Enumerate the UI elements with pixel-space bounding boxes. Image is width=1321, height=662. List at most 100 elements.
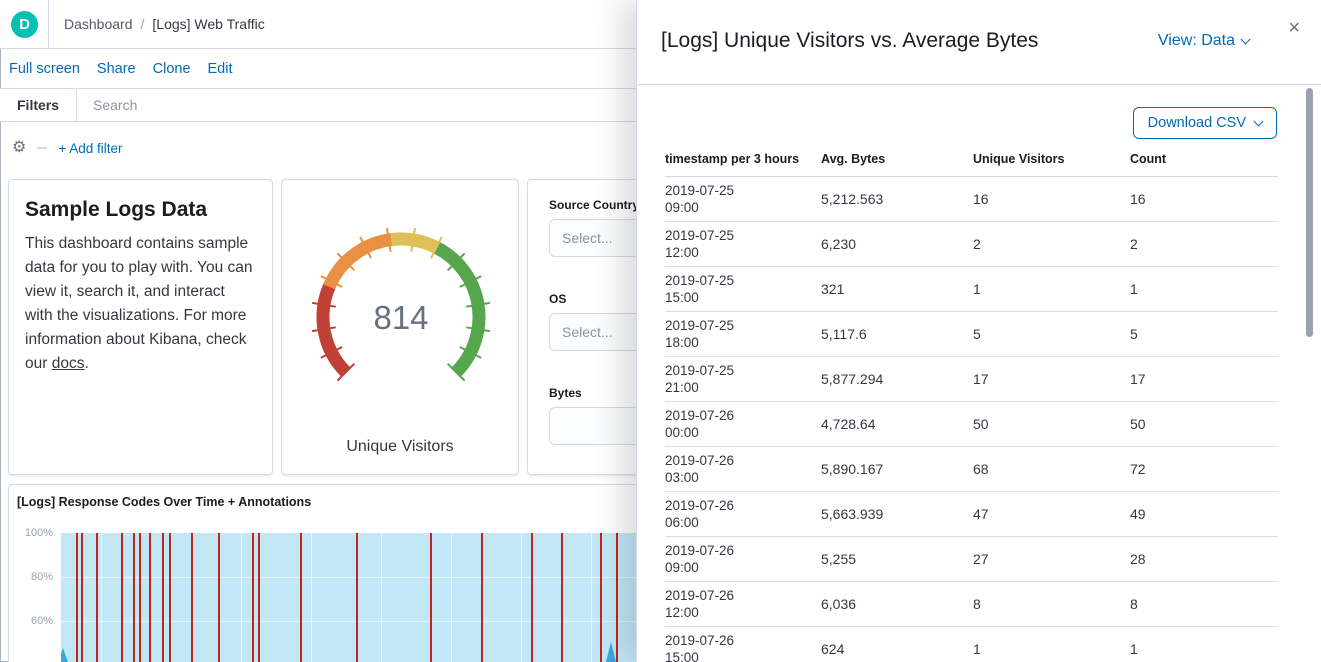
gridline bbox=[381, 533, 382, 662]
unique-visitors-cell: 17 bbox=[973, 356, 1130, 402]
breadcrumb-separator: / bbox=[140, 16, 145, 32]
count-cell: 28 bbox=[1130, 536, 1278, 582]
response-codes-title: [Logs] Response Codes Over Time + Annota… bbox=[17, 495, 312, 509]
timestamp-cell: 2019-07-26 09:00 bbox=[665, 536, 821, 582]
table-row: 2019-07-25 15:00 321 1 1 bbox=[665, 266, 1278, 312]
breadcrumb: Dashboard / [Logs] Web Traffic bbox=[64, 0, 265, 48]
col-timestamp: timestamp per 3 hours bbox=[665, 146, 821, 177]
avg-bytes-cell: 5,117.6 bbox=[821, 311, 973, 357]
unique-visitors-cell: 2 bbox=[973, 221, 1130, 267]
traffic-spike bbox=[606, 642, 616, 662]
traffic-spike bbox=[61, 648, 68, 662]
flyout-scrollbar[interactable] bbox=[1306, 88, 1313, 337]
avg-bytes-cell: 5,890.167 bbox=[821, 446, 973, 492]
clone-link[interactable]: Clone bbox=[152, 60, 191, 77]
table-row: 2019-07-25 21:00 5,877.294 17 17 bbox=[665, 356, 1278, 402]
dashboard-menu: Full screen Share Clone Edit bbox=[9, 49, 233, 88]
annotation-line bbox=[133, 533, 135, 662]
count-cell: 16 bbox=[1130, 176, 1278, 222]
table-row: 2019-07-26 12:00 6,036 8 8 bbox=[665, 581, 1278, 627]
col-avg-bytes: Avg. Bytes bbox=[821, 146, 973, 177]
gear-icon[interactable]: ⚙ bbox=[12, 139, 27, 156]
breadcrumb-dashboard[interactable]: Dashboard bbox=[64, 16, 133, 32]
col-unique-visitors: Unique Visitors bbox=[973, 146, 1130, 177]
gridline bbox=[311, 533, 312, 662]
flyout-header: [Logs] Unique Visitors vs. Average Bytes… bbox=[637, 0, 1321, 85]
table-row: 2019-07-26 15:00 624 1 1 bbox=[665, 626, 1278, 662]
count-cell: 1 bbox=[1130, 626, 1278, 662]
gauge-arc-group bbox=[311, 227, 491, 382]
gridline bbox=[171, 533, 172, 662]
panel-sample-logs: Sample Logs Data This dashboard contains… bbox=[8, 179, 273, 475]
annotation-line bbox=[561, 533, 563, 662]
close-icon[interactable]: × bbox=[1288, 17, 1300, 39]
avg-bytes-cell: 5,877.294 bbox=[821, 356, 973, 402]
table-row: 2019-07-26 00:00 4,728.64 50 50 bbox=[665, 401, 1278, 447]
sample-logs-body: This dashboard contains sample data for … bbox=[25, 235, 253, 372]
sample-logs-title: Sample Logs Data bbox=[25, 198, 208, 221]
app-logo: D bbox=[11, 11, 38, 38]
os-label: OS bbox=[549, 292, 567, 306]
timestamp-cell: 2019-07-25 21:00 bbox=[665, 356, 821, 402]
full-screen-link[interactable]: Full screen bbox=[9, 60, 80, 77]
timestamp-cell: 2019-07-26 15:00 bbox=[665, 626, 821, 662]
chevron-down-icon bbox=[1240, 34, 1251, 45]
timestamp-cell: 2019-07-25 09:00 bbox=[665, 176, 821, 222]
count-cell: 5 bbox=[1130, 311, 1278, 357]
gridline bbox=[241, 533, 242, 662]
header-divider bbox=[48, 0, 49, 48]
gauge-value: 814 bbox=[373, 299, 428, 336]
count-cell: 50 bbox=[1130, 401, 1278, 447]
annotation-line bbox=[252, 533, 254, 662]
table-row: 2019-07-26 06:00 5,663.939 47 49 bbox=[665, 491, 1278, 537]
y-tick-80: 80% bbox=[30, 571, 53, 583]
docs-link[interactable]: docs bbox=[51, 355, 85, 372]
flyout-table-body: 2019-07-25 09:00 5,212.563 16 16 2019-07… bbox=[665, 176, 1278, 662]
unique-visitors-cell: 1 bbox=[973, 626, 1130, 662]
avg-bytes-cell: 5,212.563 bbox=[821, 176, 973, 222]
unique-visitors-cell: 1 bbox=[973, 266, 1130, 312]
annotation-line bbox=[121, 533, 123, 662]
chevron-down-icon bbox=[1253, 116, 1264, 127]
table-row: 2019-07-25 12:00 6,230 2 2 bbox=[665, 221, 1278, 267]
unique-visitors-cell: 8 bbox=[973, 581, 1130, 627]
view-selector[interactable]: View: Data bbox=[1158, 32, 1251, 50]
annotation-line bbox=[81, 533, 83, 662]
timestamp-cell: 2019-07-26 12:00 bbox=[665, 581, 821, 627]
table-row: 2019-07-25 09:00 5,212.563 16 16 bbox=[665, 176, 1278, 222]
timestamp-cell: 2019-07-26 06:00 bbox=[665, 491, 821, 537]
count-cell: 8 bbox=[1130, 581, 1278, 627]
bytes-label: Bytes bbox=[549, 386, 582, 400]
filter-row: ⚙ + Add filter bbox=[12, 138, 123, 158]
avg-bytes-cell: 5,663.939 bbox=[821, 491, 973, 537]
timestamp-cell: 2019-07-25 18:00 bbox=[665, 311, 821, 357]
annotation-line bbox=[356, 533, 358, 662]
annotation-line bbox=[218, 533, 220, 662]
annotation-line bbox=[76, 533, 78, 662]
avg-bytes-cell: 321 bbox=[821, 266, 973, 312]
gauge-label: Unique Visitors bbox=[346, 438, 454, 455]
annotation-line bbox=[139, 533, 141, 662]
download-csv-button[interactable]: Download CSV bbox=[1132, 107, 1277, 139]
annotation-line bbox=[531, 533, 533, 662]
annotation-line bbox=[600, 533, 602, 662]
avg-bytes-cell: 624 bbox=[821, 626, 973, 662]
share-link[interactable]: Share bbox=[96, 60, 136, 77]
count-cell: 1 bbox=[1130, 266, 1278, 312]
gridline bbox=[61, 577, 753, 578]
annotation-line bbox=[481, 533, 483, 662]
timestamp-cell: 2019-07-26 03:00 bbox=[665, 446, 821, 492]
filters-button[interactable]: Filters bbox=[0, 89, 78, 121]
count-cell: 17 bbox=[1130, 356, 1278, 402]
gridline bbox=[591, 533, 592, 662]
search-input[interactable]: Search bbox=[93, 97, 138, 113]
annotation-line bbox=[162, 533, 164, 662]
unique-visitors-cell: 27 bbox=[973, 536, 1130, 582]
gridline bbox=[451, 533, 452, 662]
unique-visitors-cell: 47 bbox=[973, 491, 1130, 537]
edit-link[interactable]: Edit bbox=[207, 60, 233, 77]
add-filter-button[interactable]: + Add filter bbox=[58, 140, 123, 156]
unique-visitors-cell: 16 bbox=[973, 176, 1130, 222]
count-cell: 2 bbox=[1130, 221, 1278, 267]
